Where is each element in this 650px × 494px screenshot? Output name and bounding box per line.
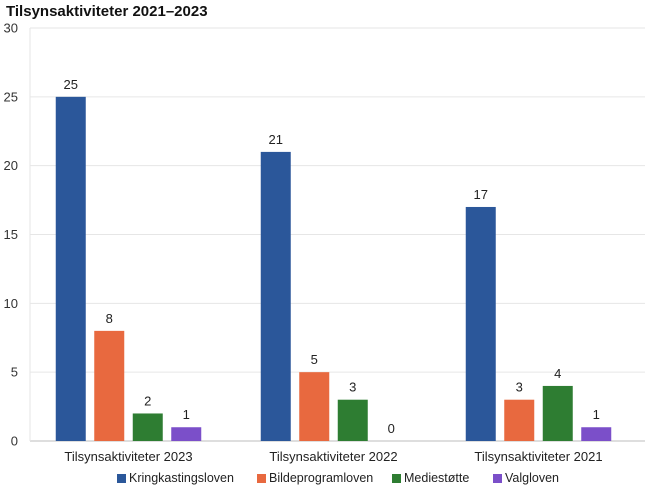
bar — [337, 399, 368, 441]
y-tick-label: 25 — [4, 89, 18, 104]
bar — [542, 385, 573, 441]
bar — [581, 427, 612, 441]
bar — [132, 413, 163, 441]
data-label: 2 — [144, 393, 151, 408]
data-label: 4 — [554, 366, 561, 381]
legend-swatch — [257, 474, 266, 483]
legend-label: Valgloven — [505, 471, 559, 485]
legend-swatch — [392, 474, 401, 483]
y-axis: 0 5 10 15 20 25 30 — [4, 21, 18, 449]
legend-label: Mediestøtte — [404, 471, 469, 485]
x-category-label: Tilsynsaktiviteter 2023 — [64, 449, 192, 464]
bar — [171, 427, 202, 441]
x-category-label: Tilsynsaktiviteter 2022 — [269, 449, 397, 464]
bar — [260, 151, 291, 441]
bars — [55, 96, 612, 441]
gridlines — [29, 27, 645, 442]
y-tick-label: 0 — [11, 434, 18, 449]
y-tick-label: 10 — [4, 296, 18, 311]
x-category-label: Tilsynsaktiviteter 2021 — [474, 449, 602, 464]
legend-swatch — [493, 474, 502, 483]
data-label: 17 — [474, 187, 488, 202]
legend-swatch — [117, 474, 126, 483]
data-label: 8 — [106, 311, 113, 326]
bar — [55, 96, 86, 441]
x-axis: Tilsynsaktiviteter 2023 Tilsynsaktivitete… — [64, 449, 602, 464]
data-label: 3 — [349, 380, 356, 395]
bar — [299, 372, 330, 441]
y-tick-label: 5 — [11, 365, 18, 380]
data-label: 21 — [269, 132, 283, 147]
bar — [504, 399, 535, 441]
y-tick-label: 30 — [4, 21, 18, 36]
legend: Kringkastingsloven Bildeprogramloven Medie… — [117, 471, 559, 485]
chart-title: Tilsynsaktiviteter 2021–2023 — [6, 3, 208, 20]
legend-label: Bildeprogramloven — [269, 471, 373, 485]
bar — [94, 330, 125, 441]
data-label: 1 — [593, 407, 600, 422]
y-tick-label: 20 — [4, 158, 18, 173]
bar — [465, 206, 496, 441]
data-label: 0 — [388, 421, 395, 436]
data-label: 25 — [64, 77, 78, 92]
data-label: 5 — [311, 352, 318, 367]
data-label: 1 — [183, 407, 190, 422]
y-tick-label: 15 — [4, 227, 18, 242]
data-label: 3 — [516, 380, 523, 395]
legend-label: Kringkastingsloven — [129, 471, 234, 485]
